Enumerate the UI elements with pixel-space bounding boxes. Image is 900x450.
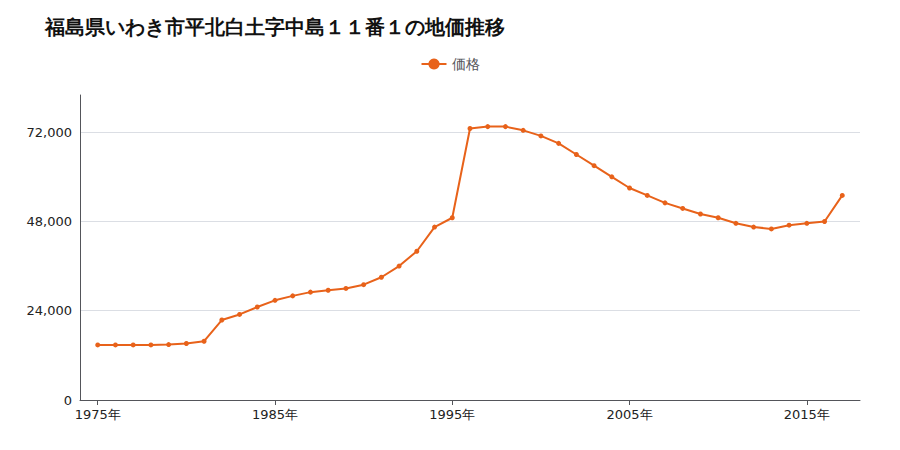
svg-text:1985年: 1985年 [252, 407, 298, 422]
svg-text:2005年: 2005年 [606, 407, 652, 422]
svg-text:48,000: 48,000 [27, 214, 73, 229]
svg-text:2015年: 2015年 [784, 407, 830, 422]
svg-text:24,000: 24,000 [27, 303, 73, 318]
svg-text:1975年: 1975年 [75, 407, 121, 422]
svg-text:価格: 価格 [452, 56, 480, 72]
svg-text:福島県いわき市平北白土字中島１１番１の地価推移: 福島県いわき市平北白土字中島１１番１の地価推移 [44, 15, 505, 39]
svg-text:72,000: 72,000 [27, 125, 73, 140]
svg-text:0: 0 [64, 393, 72, 408]
svg-text:1995年: 1995年 [429, 407, 475, 422]
